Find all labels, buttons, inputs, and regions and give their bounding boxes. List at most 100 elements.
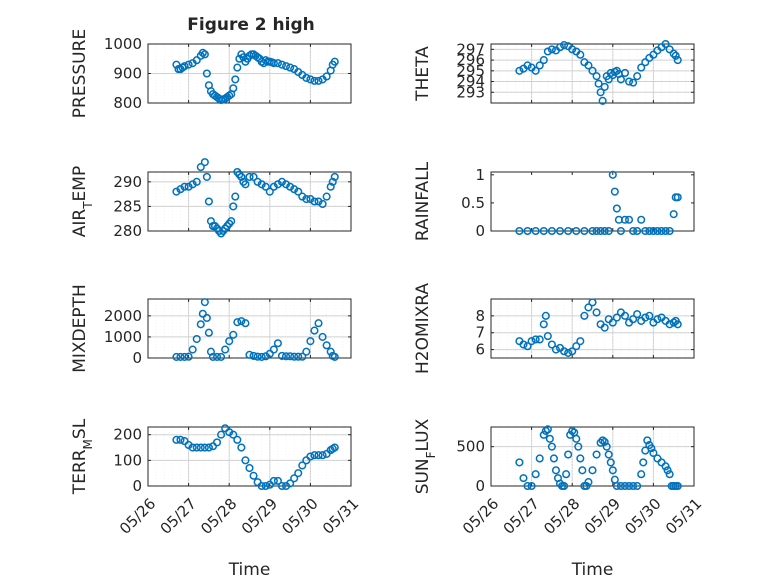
data-point [665, 226, 674, 236]
data-point [515, 226, 524, 236]
data-point [318, 199, 327, 209]
y-tick-label: 0 [475, 222, 485, 240]
data-point [523, 61, 532, 70]
data-point [318, 332, 327, 341]
data-point [580, 311, 589, 320]
y-axis-label: PRESSURE [70, 29, 90, 118]
data-point [669, 318, 678, 327]
subplot-1: 800 900 1000 PRESSURE [70, 29, 352, 118]
axes-box [147, 171, 352, 232]
data-point [176, 185, 185, 194]
y-tick-label: 200 [113, 426, 142, 444]
data-point [608, 466, 617, 475]
data-point [641, 313, 650, 322]
data-point [273, 59, 282, 68]
data-point [273, 339, 282, 348]
data-point [237, 172, 246, 181]
data-point [318, 451, 327, 460]
data-point [202, 172, 211, 181]
data-point [665, 320, 674, 329]
data-point [290, 352, 299, 361]
data-point [541, 311, 550, 320]
y-tick-label: 6 [475, 341, 485, 359]
data-point [235, 54, 244, 63]
data-point [326, 347, 335, 356]
data-point [515, 458, 524, 467]
data-point [217, 430, 226, 439]
data-point [269, 59, 278, 68]
data-point [196, 320, 205, 329]
data-point [277, 177, 287, 186]
figure-title: Figure 2 high [187, 15, 315, 35]
data-point [665, 45, 674, 54]
axes-box [490, 426, 695, 487]
data-point [241, 319, 250, 328]
data-point [172, 187, 181, 196]
data-point [298, 352, 307, 361]
data-point [564, 226, 573, 236]
data-point [549, 454, 558, 463]
axes-box [147, 298, 352, 359]
data-point [192, 56, 201, 65]
data-point [588, 226, 597, 236]
data-point [547, 340, 556, 349]
subplot-4: 0 0.5 1 RAINFALL [413, 161, 695, 241]
data-point [241, 456, 250, 465]
data-point [227, 217, 236, 226]
data-point [241, 180, 250, 189]
data-point [560, 41, 569, 50]
data-point [273, 476, 282, 485]
data-point [180, 182, 189, 191]
x-tick-label: 05/30 [278, 495, 321, 538]
axes-box [147, 426, 352, 487]
data-point [539, 56, 548, 65]
data-point [598, 436, 607, 445]
data-point [196, 163, 205, 172]
data-point [545, 434, 554, 443]
data-point [649, 448, 658, 458]
data-point [539, 430, 548, 439]
data-point [608, 318, 617, 327]
y-tick-label: 8 [475, 307, 485, 325]
data-point [527, 481, 536, 491]
data-point [604, 450, 613, 459]
data-point [624, 215, 634, 224]
data-point [269, 476, 278, 485]
data-point [620, 215, 630, 224]
data-point [562, 470, 571, 479]
data-point [273, 180, 282, 189]
data-point [612, 313, 621, 322]
data-point [612, 204, 621, 213]
data-point [572, 226, 581, 236]
data-point [310, 197, 319, 206]
x-tick-label: 05/27 [500, 495, 543, 538]
data-point [637, 470, 646, 479]
data-point [629, 78, 638, 87]
y-tick-label: 285 [113, 197, 142, 215]
data-point [322, 341, 331, 350]
data-point [669, 49, 678, 58]
data-point [673, 193, 682, 202]
data-point [245, 172, 254, 181]
data-point [265, 349, 274, 358]
data-point [237, 317, 246, 326]
data-point [633, 72, 642, 81]
data-point [576, 337, 585, 346]
data-point [231, 192, 240, 201]
data-point [606, 458, 615, 467]
data-point [269, 345, 278, 354]
data-point [592, 450, 601, 459]
data-point [277, 351, 287, 360]
data-point [233, 318, 242, 327]
data-point [184, 182, 193, 191]
data-point [661, 462, 670, 471]
x-tick-label: 05/26 [116, 495, 159, 538]
data-point [661, 39, 670, 49]
data-point [629, 315, 638, 324]
data-point [600, 323, 609, 332]
data-point [188, 443, 197, 452]
y-axis-label: RAINFALL [413, 161, 433, 241]
data-point [620, 68, 630, 78]
